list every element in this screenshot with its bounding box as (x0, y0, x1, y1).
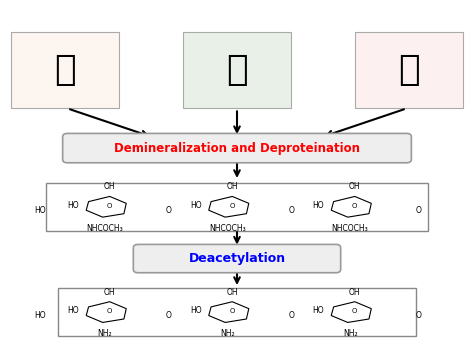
Text: O: O (416, 311, 422, 320)
Text: 🦀: 🦀 (398, 54, 420, 87)
Text: O: O (229, 308, 235, 314)
Text: OH: OH (349, 287, 361, 296)
Text: O: O (416, 206, 422, 215)
FancyBboxPatch shape (58, 288, 416, 336)
Text: O: O (352, 203, 357, 209)
Text: HO: HO (312, 200, 324, 209)
Text: OH: OH (104, 287, 116, 296)
Text: NH₂: NH₂ (98, 329, 112, 338)
Text: O: O (352, 308, 357, 314)
Text: 🦐: 🦐 (54, 54, 76, 87)
Text: O: O (229, 203, 235, 209)
Text: NHCOCH₃: NHCOCH₃ (332, 224, 368, 233)
FancyBboxPatch shape (11, 32, 119, 109)
Text: Deacetylation: Deacetylation (189, 252, 285, 265)
FancyBboxPatch shape (46, 183, 428, 231)
Text: O: O (166, 206, 172, 215)
Text: NH₂: NH₂ (343, 329, 357, 338)
Text: 🍄: 🍄 (226, 54, 248, 87)
Text: O: O (288, 206, 294, 215)
Text: O: O (107, 308, 112, 314)
Text: HO: HO (67, 306, 79, 315)
Text: NHCOCH₃: NHCOCH₃ (87, 224, 123, 233)
Text: HO: HO (35, 206, 46, 215)
Text: HO: HO (190, 200, 201, 209)
Text: O: O (107, 203, 112, 209)
FancyBboxPatch shape (63, 133, 411, 163)
Text: NHCOCH₃: NHCOCH₃ (209, 224, 246, 233)
Text: HO: HO (190, 306, 201, 315)
Text: OH: OH (104, 182, 116, 191)
Text: OH: OH (227, 182, 238, 191)
Text: O: O (288, 311, 294, 320)
Text: HO: HO (67, 200, 79, 209)
Text: OH: OH (349, 182, 361, 191)
Text: OH: OH (227, 287, 238, 296)
FancyBboxPatch shape (355, 32, 463, 109)
FancyBboxPatch shape (133, 244, 341, 273)
Text: Demineralization and Deproteination: Demineralization and Deproteination (114, 142, 360, 155)
FancyBboxPatch shape (183, 32, 291, 109)
Text: HO: HO (35, 311, 46, 320)
Text: O: O (166, 311, 172, 320)
Text: HO: HO (312, 306, 324, 315)
Text: NH₂: NH₂ (220, 329, 235, 338)
